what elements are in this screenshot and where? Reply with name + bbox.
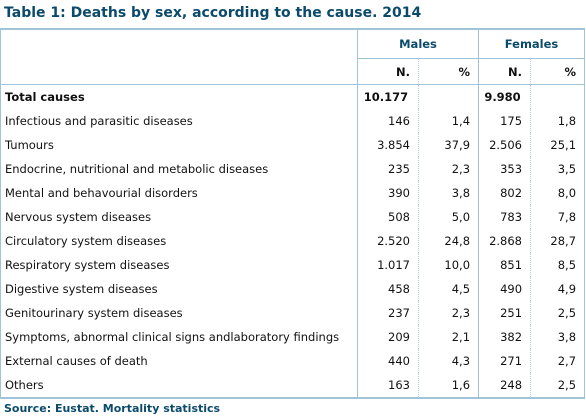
males-pct-cell: 5,0	[417, 205, 479, 229]
males-pct-cell: 4,3	[417, 349, 479, 373]
males-pct-cell: 1,4	[417, 109, 479, 133]
source-note: Source: Eustat. Mortality statistics	[4, 402, 221, 415]
females-pct-cell: 2,5	[530, 373, 586, 399]
row-label: Respiratory system diseases	[0, 253, 358, 277]
males-n-cell: 3.854	[357, 133, 419, 157]
subheader-females-pct: %	[530, 58, 586, 85]
table-row: Symptoms, abnormal clinical signs andlab…	[0, 325, 586, 349]
females-pct-cell: 2,7	[530, 349, 586, 373]
females-n-cell: 9.980	[478, 84, 531, 109]
females-n-cell: 382	[478, 325, 531, 349]
subheader-males-pct: %	[417, 58, 479, 85]
males-pct-cell: 10,0	[417, 253, 479, 277]
females-n-cell: 2.506	[478, 133, 531, 157]
males-n-cell: 237	[357, 301, 419, 325]
females-n-cell: 175	[478, 109, 531, 133]
females-pct-cell: 2,5	[530, 301, 586, 325]
females-pct-cell	[530, 84, 586, 109]
females-pct-cell: 8,0	[530, 181, 586, 205]
row-label: Digestive system diseases	[0, 277, 358, 301]
header-males: Males	[356, 28, 479, 59]
females-n-cell: 271	[478, 349, 531, 373]
males-n-cell: 10.177	[357, 84, 419, 109]
subheader-females-n: N.	[478, 58, 531, 85]
males-pct-cell: 1,6	[417, 373, 479, 399]
females-n-cell: 851	[478, 253, 531, 277]
males-pct-cell: 2,3	[417, 157, 479, 181]
deaths-by-sex-table: Males Females N. % N. % Total causes 10.…	[0, 28, 586, 399]
row-label: External causes of death	[0, 349, 358, 373]
row-label: Others	[0, 373, 358, 399]
table-row: Circulatory system diseases 2.520 24,8 2.86…	[0, 229, 586, 253]
table-row: External causes of death 440 4,3 271 2,7	[0, 349, 586, 373]
header-females: Females	[478, 28, 586, 59]
row-label: Infectious and parasitic diseases	[0, 109, 358, 133]
females-n-cell: 248	[478, 373, 531, 399]
females-pct-cell: 25,1	[530, 133, 586, 157]
males-pct-cell: 4,5	[417, 277, 479, 301]
table-row: Respiratory system diseases 1.017 10,0 851 8…	[0, 253, 586, 277]
males-n-cell: 1.017	[357, 253, 419, 277]
males-n-cell: 235	[357, 157, 419, 181]
table-row: Mental and behavourial disorders 390 3,8 80…	[0, 181, 586, 205]
females-pct-cell: 3,5	[530, 157, 586, 181]
females-n-cell: 802	[478, 181, 531, 205]
females-pct-cell: 3,8	[530, 325, 586, 349]
table-row-total: Total causes 10.177 9.980	[0, 84, 586, 109]
table-row: Endocrine, nutritional and metabolic dis…	[0, 157, 586, 181]
table-row: Infectious and parasitic diseases 146 1,4 1…	[0, 109, 586, 133]
females-pct-cell: 1,8	[530, 109, 586, 133]
table-row: Others 163 1,6 248 2,5	[0, 373, 586, 399]
males-pct-cell: 2,1	[417, 325, 479, 349]
row-label: Genitourinary system diseases	[0, 301, 358, 325]
males-n-cell: 163	[357, 373, 419, 399]
females-pct-cell: 28,7	[530, 229, 586, 253]
row-label: Symptoms, abnormal clinical signs andlab…	[0, 325, 358, 349]
table-row: Tumours 3.854 37,9 2.506 25,1	[0, 133, 586, 157]
row-label: Total causes	[0, 84, 358, 109]
females-pct-cell: 8,5	[530, 253, 586, 277]
subheader-males-n: N.	[357, 58, 419, 85]
deaths-table-container: Males Females N. % N. % Total causes 10.…	[0, 28, 586, 399]
females-n-cell: 251	[478, 301, 531, 325]
males-n-cell: 440	[357, 349, 419, 373]
males-pct-cell: 37,9	[417, 133, 479, 157]
row-label: Tumours	[0, 133, 358, 157]
row-label: Endocrine, nutritional and metabolic dis…	[0, 157, 358, 181]
males-n-cell: 458	[357, 277, 419, 301]
table-row: Digestive system diseases 458 4,5 490 4,9	[0, 277, 586, 301]
males-pct-cell	[417, 84, 479, 109]
males-n-cell: 508	[357, 205, 419, 229]
females-pct-cell: 4,9	[530, 277, 586, 301]
males-n-cell: 2.520	[357, 229, 419, 253]
table-body: Total causes 10.177 9.980 Infectious and…	[0, 84, 586, 399]
row-label: Nervous system diseases	[0, 205, 358, 229]
males-n-cell: 209	[357, 325, 419, 349]
table-title: Table 1: Deaths by sex, according to the…	[4, 5, 422, 21]
header-blank-cell	[0, 28, 358, 59]
females-pct-cell: 7,8	[530, 205, 586, 229]
table-row: Nervous system diseases 508 5,0 783 7,8	[0, 205, 586, 229]
males-pct-cell: 2,3	[417, 301, 479, 325]
subheader-blank-cell	[0, 58, 358, 85]
females-n-cell: 783	[478, 205, 531, 229]
males-n-cell: 146	[357, 109, 419, 133]
males-pct-cell: 3,8	[417, 181, 479, 205]
row-label: Circulatory system diseases	[0, 229, 358, 253]
males-n-cell: 390	[357, 181, 419, 205]
females-n-cell: 490	[478, 277, 531, 301]
table-row: Genitourinary system diseases 237 2,3 251 2,…	[0, 301, 586, 325]
males-pct-cell: 24,8	[417, 229, 479, 253]
row-label: Mental and behavourial disorders	[0, 181, 358, 205]
females-n-cell: 353	[478, 157, 531, 181]
females-n-cell: 2.868	[478, 229, 531, 253]
